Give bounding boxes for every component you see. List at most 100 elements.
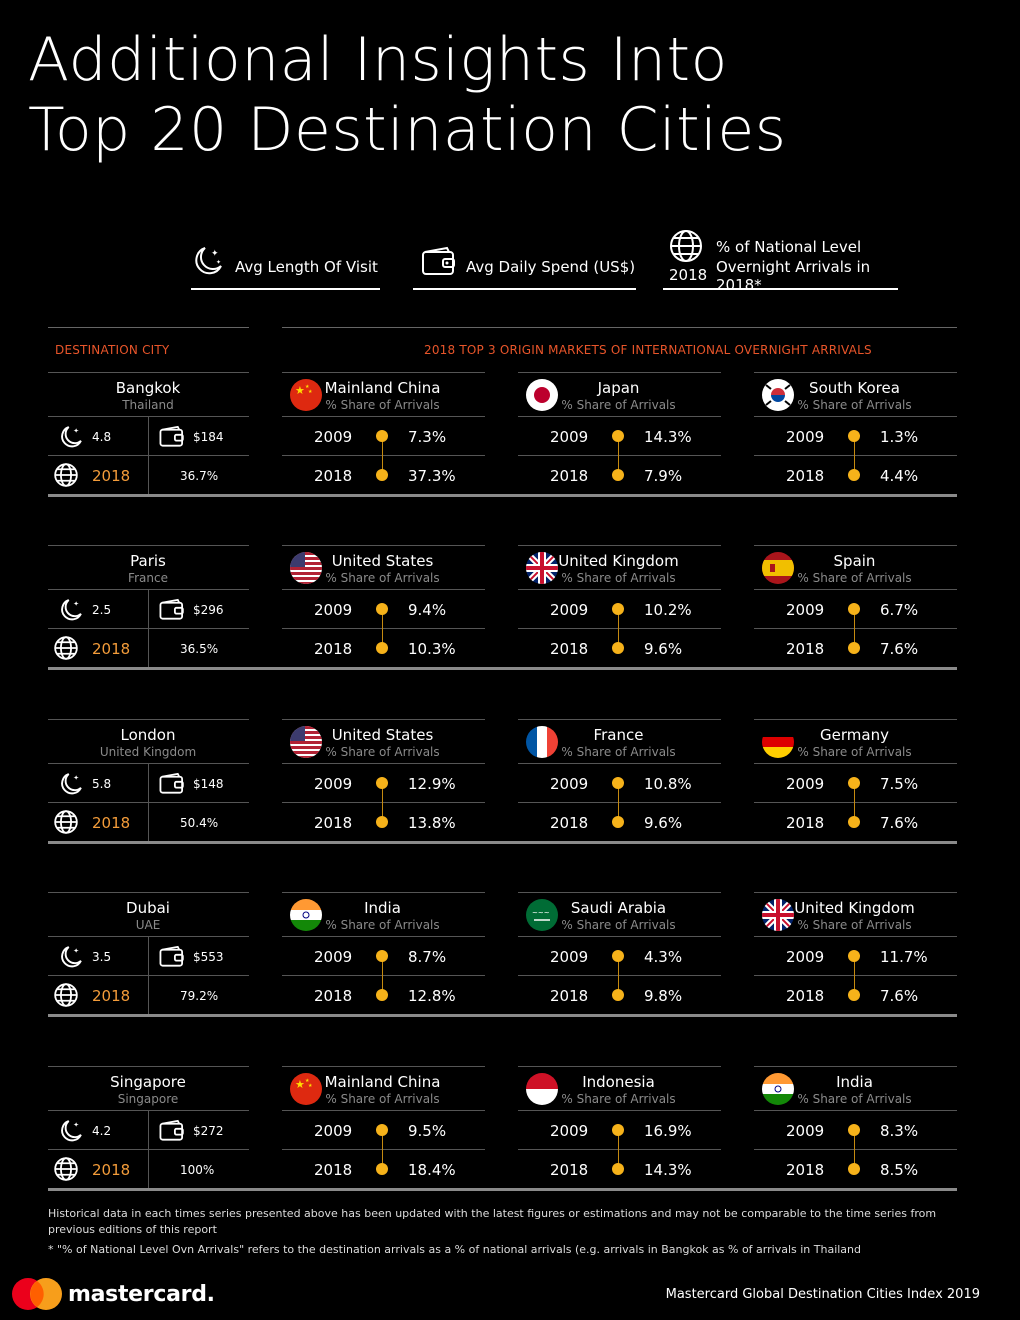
divider	[518, 975, 721, 976]
year-marker	[376, 642, 388, 654]
market-share-label: % Share of Arrivals	[325, 398, 440, 412]
national-year: 2018	[92, 467, 131, 485]
share-2009-value: 10.2%	[644, 601, 692, 619]
share-2009-value: 16.9%	[644, 1122, 692, 1140]
svg-text:★: ★	[295, 384, 305, 397]
svg-text:✦: ✦	[73, 774, 79, 782]
share-2018-value: 10.3%	[408, 640, 456, 658]
year-marker	[848, 430, 860, 442]
share-2009-value: 8.3%	[880, 1122, 919, 1140]
timeline-connector	[854, 1130, 855, 1170]
year-2018-label: 2018	[550, 987, 589, 1005]
divider	[518, 416, 721, 417]
avg-length-value: 4.8	[92, 430, 112, 444]
year-2018-label: 2018	[314, 987, 353, 1005]
city-name: Bangkok	[115, 379, 181, 397]
market-name: Germany	[820, 726, 889, 744]
divider	[754, 416, 957, 417]
divider	[282, 589, 485, 590]
divider	[518, 1149, 721, 1150]
year-2009-label: 2009	[786, 601, 825, 619]
divider	[754, 1110, 957, 1111]
city-name: Dubai	[126, 899, 170, 917]
year-marker	[848, 777, 860, 789]
svg-text:✦: ✦	[73, 1121, 79, 1129]
national-share-value: 36.7%	[180, 469, 219, 483]
city-block: Dubai UAE ✦ 3.5 $553 2018 79.2% India% Share of…	[48, 892, 957, 1017]
city-country: UAE	[135, 918, 161, 932]
divider	[754, 372, 957, 373]
year-marker	[376, 989, 388, 1001]
share-2009-value: 1.3%	[880, 428, 919, 446]
city-name: Paris	[130, 552, 166, 570]
timeline-connector	[618, 956, 619, 996]
origin-markets-header: 2018 TOP 3 ORIGIN MARKETS OF INTERNATION…	[424, 343, 872, 357]
avg-spend-value: $184	[193, 430, 224, 444]
city-name: Singapore	[110, 1073, 186, 1091]
divider	[754, 545, 957, 546]
year-marker	[376, 430, 388, 442]
usa-flag-icon	[290, 726, 322, 758]
national-share-value: 50.4%	[180, 816, 219, 830]
moon-stars-icon: ✦	[58, 597, 84, 627]
national-share-value: 100%	[180, 1163, 215, 1177]
year-2009-label: 2009	[314, 428, 353, 446]
svg-text:✦: ✦	[73, 947, 79, 955]
year-2018-label: 2018	[314, 467, 353, 485]
year-2018-label: 2018	[786, 1161, 825, 1179]
divider	[754, 936, 957, 937]
market-name: Mainland China	[324, 379, 441, 397]
spain-flag-icon	[762, 552, 794, 584]
moon-stars-icon: ✦	[58, 424, 84, 454]
divider	[754, 802, 957, 803]
timeline-connector	[854, 956, 855, 996]
divider	[754, 589, 957, 590]
year-marker	[376, 777, 388, 789]
city-block: Bangkok Thailand ✦ 4.8 $184 2018 36.7% ★ ★ ★ Mainl…	[48, 372, 957, 497]
timeline-connector	[382, 783, 383, 823]
avg-spend-value: $553	[193, 950, 224, 964]
year-2009-label: 2009	[786, 948, 825, 966]
globe-icon	[53, 809, 79, 839]
timeline-connector	[618, 1130, 619, 1170]
svg-text:✦: ✦	[73, 600, 79, 608]
timeline-connector	[618, 609, 619, 649]
city-block: Paris France ✦ 2.5 $296 2018 36.5% United State…	[48, 545, 957, 670]
wallet-icon	[159, 425, 185, 453]
national-year: 2018	[92, 814, 131, 832]
divider	[282, 416, 485, 417]
france-flag-icon	[526, 726, 558, 758]
market-share-label: % Share of Arrivals	[325, 571, 440, 585]
year-2018-label: 2018	[550, 1161, 589, 1179]
mastercard-logo-icon	[12, 1278, 62, 1310]
year-marker	[848, 642, 860, 654]
wallet-icon	[422, 246, 455, 275]
market-share-label: % Share of Arrivals	[797, 745, 912, 759]
divider	[148, 763, 149, 842]
year-2018-label: 2018	[786, 814, 825, 832]
city-country: Singapore	[117, 1092, 179, 1106]
avg-spend-value: $272	[193, 1124, 224, 1138]
year-2009-label: 2009	[314, 601, 353, 619]
share-2009-value: 6.7%	[880, 601, 919, 619]
divider	[282, 975, 485, 976]
share-2009-value: 7.5%	[880, 775, 919, 793]
share-2018-value: 7.9%	[644, 467, 683, 485]
share-2009-value: 11.7%	[880, 948, 928, 966]
block-separator	[48, 667, 957, 670]
divider	[282, 545, 485, 546]
year-2018-label: 2018	[314, 640, 353, 658]
year-marker	[376, 1163, 388, 1175]
svg-text:~~~: ~~~	[532, 909, 550, 917]
svg-text:★: ★	[305, 384, 310, 390]
svg-text:✦: ✦	[211, 249, 219, 259]
divider	[282, 763, 485, 764]
divider	[48, 1066, 249, 1067]
page-title-line2: Top 20 Destination Cities	[28, 95, 787, 165]
market-share-label: % Share of Arrivals	[561, 398, 676, 412]
divider	[518, 628, 721, 629]
market-share-label: % Share of Arrivals	[561, 918, 676, 932]
divider	[518, 1066, 721, 1067]
market-share-label: % Share of Arrivals	[561, 571, 676, 585]
year-2009-label: 2009	[550, 428, 589, 446]
